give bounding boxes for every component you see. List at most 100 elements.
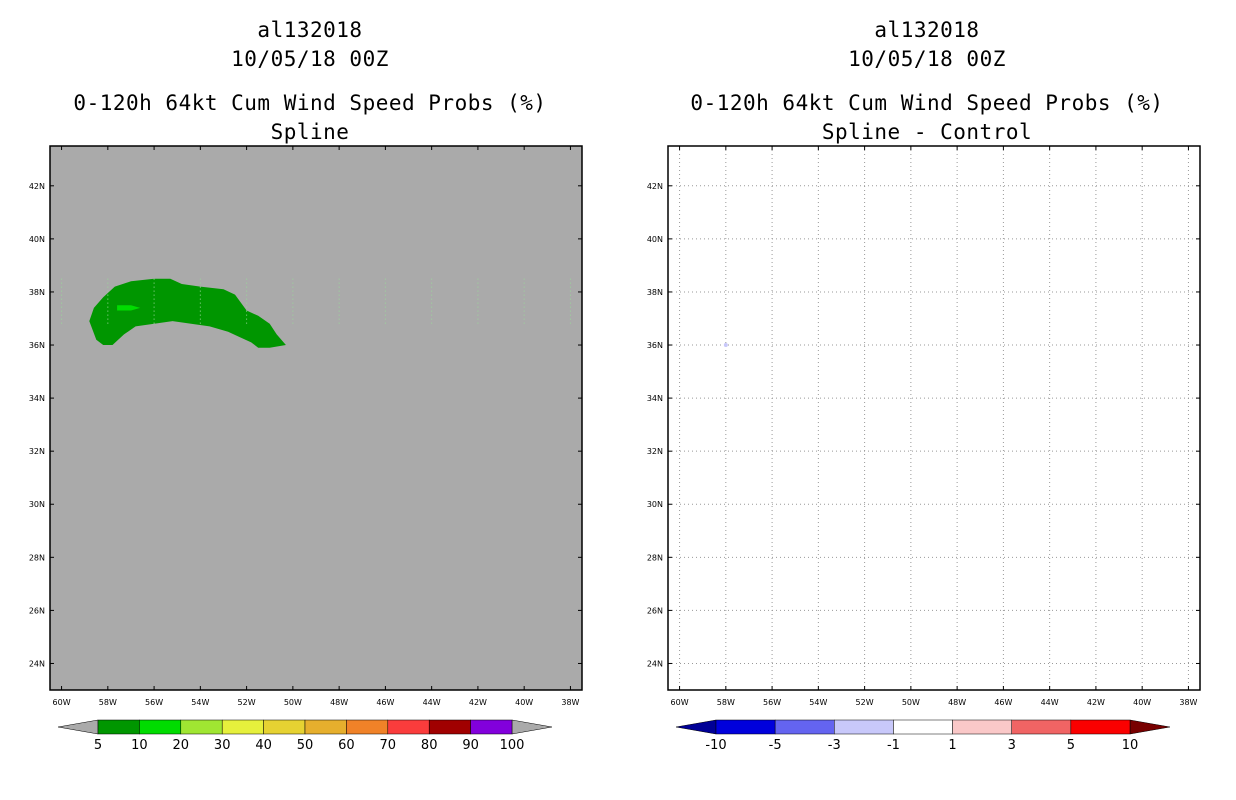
colorbar-swatch xyxy=(1070,719,1131,735)
lat-label: 30N xyxy=(29,500,45,509)
colorbar-label: -3 xyxy=(828,738,841,753)
lon-label: 50W xyxy=(902,698,920,707)
left-title: al132018 10/05/18 00Z xyxy=(0,16,620,74)
lat-label: 36N xyxy=(647,341,663,350)
colorbar-label: -10 xyxy=(705,738,726,753)
lat-label: 38N xyxy=(29,288,45,297)
colorbar-swatch xyxy=(97,719,140,735)
lat-label: 28N xyxy=(29,553,45,562)
left-subtitle: Spline xyxy=(270,120,350,144)
lon-label: 42W xyxy=(1087,698,1105,707)
lon-label: 38W xyxy=(1179,698,1197,707)
colorbar-swatch xyxy=(263,719,306,735)
prob-region-10-20 xyxy=(117,305,141,311)
right-product: 0-120h 64kt Cum Wind Speed Probs (%) xyxy=(690,91,1164,115)
colorbar-label: 70 xyxy=(380,738,397,753)
colorbar-swatch xyxy=(834,719,894,735)
colorbar-label: 90 xyxy=(462,738,479,753)
lon-label: 40W xyxy=(1133,698,1151,707)
colorbar-label: 10 xyxy=(131,738,148,753)
colorbar-end-high xyxy=(511,719,553,735)
colorbar-swatch xyxy=(180,719,223,735)
right-title: al132018 10/05/18 00Z xyxy=(617,16,1236,74)
lon-label: 54W xyxy=(191,698,209,707)
lon-label: 38W xyxy=(561,698,579,707)
left-datetime: 10/05/18 00Z xyxy=(231,47,389,71)
colorbar-swatch xyxy=(1011,719,1072,735)
lat-label: 30N xyxy=(647,500,663,509)
colorbar-swatch xyxy=(428,719,471,735)
left-product: 0-120h 64kt Cum Wind Speed Probs (%) xyxy=(73,91,547,115)
lon-label: 60W xyxy=(671,698,689,707)
right-subtitle: Spline - Control xyxy=(821,120,1033,144)
lat-label: 26N xyxy=(29,606,45,615)
lon-label: 60W xyxy=(53,698,71,707)
lon-label: 42W xyxy=(469,698,487,707)
lat-label: 26N xyxy=(647,606,663,615)
lat-label: 42N xyxy=(647,182,663,191)
colorbar-label: -1 xyxy=(887,738,900,753)
lat-label: 42N xyxy=(29,182,45,191)
lon-label: 56W xyxy=(145,698,163,707)
lat-label: 36N xyxy=(29,341,45,350)
colorbar-end-high xyxy=(1129,719,1171,735)
lon-label: 40W xyxy=(515,698,533,707)
colorbar-label: 100 xyxy=(500,738,525,753)
colorbar-swatch xyxy=(346,719,389,735)
diff-speck xyxy=(723,343,728,348)
colorbar-swatch xyxy=(139,719,182,735)
lon-label: 54W xyxy=(809,698,827,707)
colorbar-label: -5 xyxy=(769,738,782,753)
colorbar-label: 10 xyxy=(1122,738,1139,753)
colorbar-label: 50 xyxy=(297,738,314,753)
lon-label: 46W xyxy=(376,698,394,707)
colorbar-label: 30 xyxy=(214,738,231,753)
lon-label: 50W xyxy=(284,698,302,707)
colorbar-label: 3 xyxy=(1008,738,1016,753)
map-background-0 xyxy=(50,146,582,690)
colorbar-swatch xyxy=(221,719,264,735)
right-datetime: 10/05/18 00Z xyxy=(848,47,1006,71)
right-product-title: 0-120h 64kt Cum Wind Speed Probs (%) Spl… xyxy=(617,89,1236,147)
lon-label: 52W xyxy=(856,698,874,707)
lat-label: 34N xyxy=(29,394,45,403)
colorbar-swatch xyxy=(952,719,1012,735)
lon-label: 46W xyxy=(994,698,1012,707)
colorbar-label: 1 xyxy=(948,738,956,753)
prob-region-5-10 xyxy=(89,278,286,348)
lat-label: 38N xyxy=(647,288,663,297)
lon-label: 52W xyxy=(238,698,256,707)
lat-label: 40N xyxy=(647,235,663,244)
lon-label: 48W xyxy=(948,698,966,707)
lat-label: 24N xyxy=(29,659,45,668)
colorbar-end-low xyxy=(57,719,99,735)
left-storm-id: al132018 xyxy=(257,18,363,42)
colorbar-swatch xyxy=(774,719,835,735)
lon-label: 48W xyxy=(330,698,348,707)
map-background-1 xyxy=(668,146,1200,690)
lat-label: 32N xyxy=(29,447,45,456)
colorbar-label: 80 xyxy=(421,738,438,753)
colorbar-end-low xyxy=(675,719,717,735)
colorbar-label: 5 xyxy=(1067,738,1075,753)
map-frame-0 xyxy=(49,145,583,691)
lat-label: 24N xyxy=(647,659,663,668)
colorbar-swatch xyxy=(304,719,347,735)
left-product-title: 0-120h 64kt Cum Wind Speed Probs (%) Spl… xyxy=(0,89,620,147)
lat-label: 40N xyxy=(29,235,45,244)
colorbar-label: 20 xyxy=(173,738,190,753)
colorbar-swatch xyxy=(387,719,430,735)
colorbar-swatch xyxy=(715,719,776,735)
right-storm-id: al132018 xyxy=(874,18,980,42)
lon-label: 58W xyxy=(99,698,117,707)
map-frame-1 xyxy=(667,145,1201,691)
colorbar-label: 60 xyxy=(338,738,355,753)
lon-label: 44W xyxy=(423,698,441,707)
colorbar-label: 5 xyxy=(94,738,102,753)
lat-label: 34N xyxy=(647,394,663,403)
lat-label: 28N xyxy=(647,553,663,562)
colorbar-swatch xyxy=(470,719,513,735)
lon-label: 44W xyxy=(1041,698,1059,707)
lon-label: 58W xyxy=(717,698,735,707)
